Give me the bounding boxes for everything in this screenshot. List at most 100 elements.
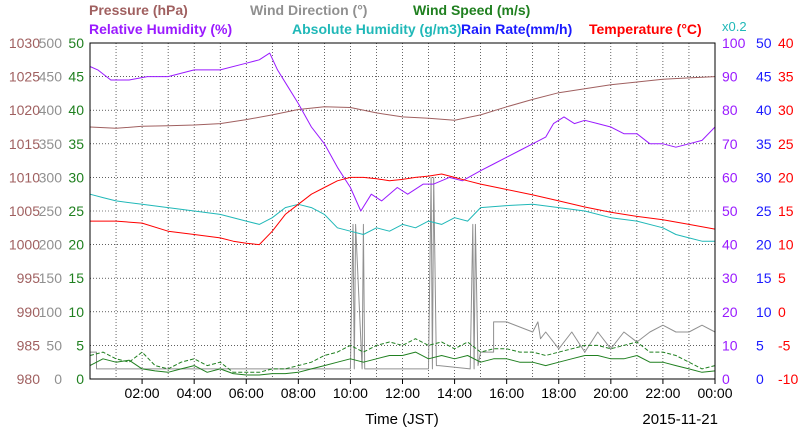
legend-item: Absolute Humidity (g/m3): [292, 21, 462, 37]
y-tick-temperature: 15: [778, 203, 794, 219]
y-tick-rain-abs-humidity: 10: [756, 304, 772, 320]
legend-item: Temperature (°C): [589, 21, 702, 37]
x-tick-label: 16:00: [489, 385, 524, 401]
y-tick-wind-speed: 30: [68, 169, 84, 185]
series-line-7: [90, 173, 716, 246]
y-tick-rain-abs-humidity: 35: [756, 136, 772, 152]
y-tick-temperature: 25: [778, 136, 794, 152]
x-tick-label: 12:00: [385, 385, 420, 401]
y-tick-wind-speed: 40: [68, 102, 84, 118]
y-tick-wind-speed: 20: [68, 237, 84, 253]
y-tick-rain-abs-humidity: 25: [756, 203, 772, 219]
series-line-4: [89, 52, 716, 212]
y-tick-rain-abs-humidity: 30: [756, 169, 772, 185]
legend-item: Relative Humidity (%): [89, 21, 232, 37]
y-tick-wind-speed: 35: [68, 136, 84, 152]
y-tick-relative-humidity: 70: [722, 136, 738, 152]
y-tick-wind-speed: 45: [68, 69, 84, 85]
y-tick-pressure: 1010: [9, 169, 40, 185]
y-tick-wind-direction: 400: [39, 102, 63, 118]
y-tick-wind-direction: 150: [39, 270, 63, 286]
y-tick-relative-humidity: 80: [722, 102, 738, 118]
x-tick-label: 02:00: [125, 385, 160, 401]
x-tick-label: 04:00: [177, 385, 212, 401]
x-tick-label: 10:00: [333, 385, 368, 401]
y-tick-rain-abs-humidity: 40: [756, 102, 772, 118]
y-tick-pressure: 980: [17, 371, 41, 387]
y-tick-wind-speed: 50: [68, 35, 84, 51]
y-tick-rain-abs-humidity: 45: [756, 69, 772, 85]
y-tick-wind-direction: 300: [39, 169, 63, 185]
y-tick-rain-abs-humidity: 15: [756, 270, 772, 286]
y-tick-temperature: -5: [778, 337, 791, 353]
y-tick-temperature: 20: [778, 169, 794, 185]
series-line-0: [89, 76, 716, 129]
date-label: 2015-11-21: [642, 411, 718, 428]
x-tick-label: 14:00: [437, 385, 472, 401]
y-tick-relative-humidity: 90: [722, 69, 738, 85]
y-tick-rain-abs-humidity: 0: [756, 371, 764, 387]
x-tick-label: 00:00: [697, 385, 732, 401]
y-tick-wind-speed: 0: [76, 371, 84, 387]
y-tick-relative-humidity: 0: [722, 371, 730, 387]
x-axis-labels: 02:00 04:00 06:00 08:00 10:00 12:00 14:00 16:00…: [125, 379, 733, 401]
y-tick-relative-humidity: 100: [722, 35, 746, 51]
y-tick-pressure: 1015: [9, 136, 40, 152]
grid-lines: [90, 43, 715, 379]
y-tick-wind-direction: 200: [39, 237, 63, 253]
x-tick-label: 08:00: [281, 385, 316, 401]
x-tick-label: 22:00: [645, 385, 680, 401]
y-tick-relative-humidity: 60: [722, 169, 738, 185]
y-tick-rain-abs-humidity: 5: [756, 337, 764, 353]
x-axis-title: Time (JST): [365, 411, 439, 428]
y-tick-relative-humidity: 50: [722, 203, 738, 219]
y-tick-wind-direction: 500: [39, 35, 63, 51]
y-tick-pressure: 1025: [9, 69, 40, 85]
y-tick-wind-speed: 5: [76, 337, 84, 353]
series-line-5: [89, 193, 715, 242]
y-tick-pressure: 1020: [9, 102, 40, 118]
y-tick-wind-direction: 350: [39, 136, 63, 152]
y-tick-wind-direction: 0: [54, 371, 62, 387]
y-tick-rain-abs-humidity: 50: [756, 35, 772, 51]
y-tick-relative-humidity: 10: [722, 337, 738, 353]
y-tick-temperature: 40: [778, 35, 794, 51]
series-line-1: [90, 176, 716, 370]
y-tick-wind-direction: 100: [39, 304, 63, 320]
legend: Pressure (hPa) Wind Direction (°) Wind Spe…: [89, 2, 747, 37]
x-tick-label: 18:00: [541, 385, 576, 401]
y-tick-pressure: 995: [17, 270, 41, 286]
y-tick-wind-direction: 450: [39, 69, 63, 85]
y-tick-temperature: 5: [778, 270, 786, 286]
y-tick-pressure: 985: [17, 337, 41, 353]
y-tick-pressure: 1000: [9, 237, 40, 253]
y-tick-temperature: 10: [778, 237, 794, 253]
y-tick-rain-abs-humidity: 20: [756, 237, 772, 253]
y-tick-temperature: 30: [778, 102, 794, 118]
legend-item: Pressure (hPa): [89, 2, 188, 18]
y-tick-pressure: 990: [17, 304, 41, 320]
legend-item: Wind Direction (°): [250, 2, 367, 18]
y-tick-temperature: -10: [778, 371, 798, 387]
y-tick-wind-direction: 50: [46, 337, 62, 353]
y-tick-relative-humidity: 30: [722, 270, 738, 286]
series-line-2: [89, 351, 716, 376]
legend-item: Wind Speed (m/s): [413, 2, 530, 18]
x-tick-label: 06:00: [229, 385, 264, 401]
y-tick-wind-speed: 10: [68, 304, 84, 320]
y-tick-temperature: 35: [778, 69, 794, 85]
y-tick-relative-humidity: 40: [722, 237, 738, 253]
y-tick-relative-humidity: 20: [722, 304, 738, 320]
y-tick-pressure: 1030: [9, 35, 40, 51]
y-tick-wind-speed: 15: [68, 270, 84, 286]
y-tick-wind-speed: 25: [68, 203, 84, 219]
y-axis-labels: 1030102510201015101010051000995990985980…: [9, 35, 799, 387]
y-tick-pressure: 1005: [9, 203, 40, 219]
x-tick-label: 20:00: [593, 385, 628, 401]
y-tick-wind-direction: 250: [39, 203, 63, 219]
y-tick-temperature: 0: [778, 304, 786, 320]
rain-scale-note: x0.2: [722, 19, 747, 34]
legend-item: Rain Rate(mm/h): [461, 21, 572, 37]
